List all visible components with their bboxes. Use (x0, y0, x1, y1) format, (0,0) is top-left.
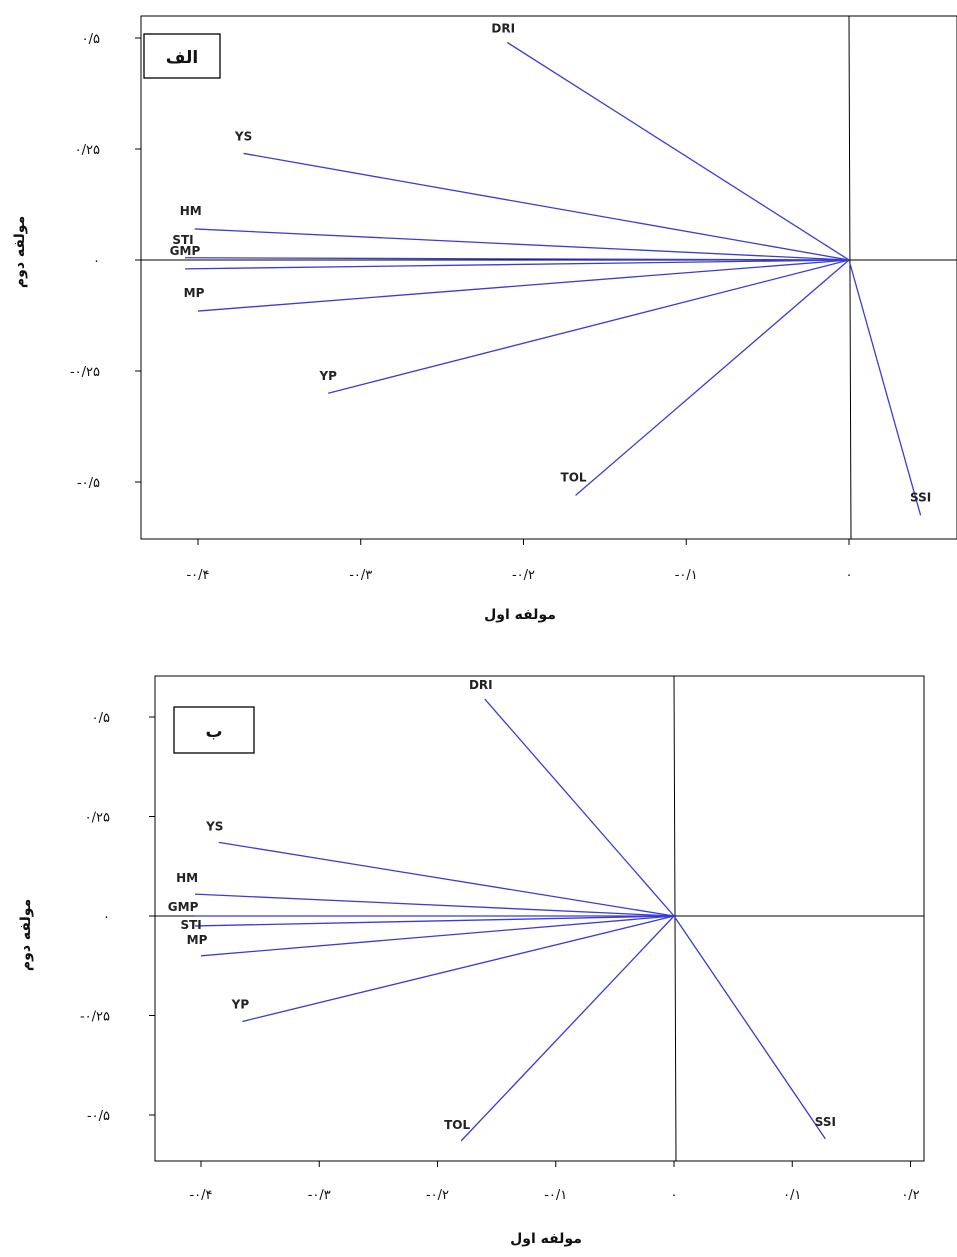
vector-line-ys (243, 152, 850, 261)
vector-line-dri (506, 41, 850, 261)
y-axis-title: مولفه دوم (18, 899, 34, 971)
panel-label-box: الف (143, 33, 221, 79)
x-tick-label: ۰/۲ (901, 1188, 919, 1203)
vector-line-hm (195, 893, 675, 917)
panel-label: ب (205, 722, 222, 742)
vector-line-sti (195, 915, 675, 927)
vector-line-ssi (848, 259, 922, 516)
x-axis-ticks: -۰/۴ -۰/۳ -۰/۲ -۰/۱ ۰ (186, 539, 852, 583)
y-tick-label: ۰/۵ (82, 32, 100, 47)
vector-label-gmp: GMP (168, 900, 199, 914)
plot-frame (154, 675, 925, 1162)
vector-line-mp (200, 915, 675, 957)
y-axis-ticks: ۰/۵ ۰/۲۵ ۰ -۰/۲۵ -۰/۵ (80, 711, 155, 1124)
y-axis-ticks: ۰/۵ ۰/۲۵ ۰ -۰/۲۵ -۰/۵ (70, 32, 141, 491)
vector-line-hm (194, 228, 850, 261)
x-tick-label: ۰/۱ (783, 1188, 801, 1203)
x-tick-label: ۰ (671, 1188, 678, 1203)
vector-label-yp: YP (231, 997, 250, 1011)
vector-line-gmp (184, 259, 850, 270)
vector-label-ssi: SSI (815, 1115, 836, 1129)
y-tick-label: -۰/۵ (87, 1109, 110, 1124)
y-tick-label: ۰/۲۵ (85, 811, 110, 826)
vector-label-ys: YS (234, 129, 252, 143)
vector-label-hm: HM (180, 204, 202, 218)
x-axis-title: مولفه اول (510, 1231, 582, 1247)
y-axis-title: مولفه دوم (12, 216, 28, 288)
x-tick-label: -۰/۱ (544, 1188, 567, 1203)
vector-label-dri: DRI (491, 21, 515, 35)
vector-line-tol (575, 259, 850, 496)
vector-label-mp: MP (184, 286, 205, 300)
vector-line-sti (184, 257, 850, 261)
vector-label-sti: STI (180, 918, 201, 932)
y-tick-label: -۰/۵ (77, 476, 100, 491)
vector-line-mp (197, 259, 850, 312)
x-tick-label: -۰/۳ (308, 1188, 331, 1203)
zero-lines (137, 15, 957, 540)
x-tick-label: -۰/۱ (675, 568, 698, 583)
vector-label-gmp: GMP (170, 244, 201, 258)
vertical-zero-line (848, 15, 852, 540)
vector-label-dri: DRI (469, 678, 493, 692)
vector-label-mp: MP (187, 933, 208, 947)
x-tick-label: -۰/۴ (186, 568, 209, 583)
y-tick-label: ۰/۲۵ (75, 143, 100, 158)
y-tick-label: ۰/۵ (92, 711, 110, 726)
vector-line-dri (484, 698, 675, 917)
vector-line-ssi (673, 915, 826, 1140)
y-tick-label: ۰ (103, 910, 110, 925)
x-tick-label: -۰/۲ (426, 1188, 449, 1203)
vector-label-tol: TOL (561, 470, 587, 484)
panel-label: الف (166, 48, 198, 68)
y-tick-label: ۰ (93, 254, 100, 269)
vector-label-tol: TOL (444, 1118, 470, 1132)
vector-line-tol (460, 915, 675, 1142)
y-tick-label: -۰/۲۵ (80, 1010, 110, 1025)
vector-line-ys (218, 841, 675, 917)
vector-line-yp (328, 259, 850, 394)
panel-label-box: ب (173, 706, 255, 754)
vector-label-yp: YP (318, 369, 337, 383)
vector-label-ssi: SSI (910, 490, 931, 504)
x-tick-label: -۰/۳ (349, 568, 372, 583)
vector-label-ys: YS (205, 819, 223, 833)
vector-line-yp (242, 915, 675, 1023)
x-tick-label: -۰/۲ (512, 568, 535, 583)
y-tick-label: -۰/۲۵ (70, 365, 100, 380)
vector-label-sti: STI (172, 233, 193, 247)
vector-label-hm: HM (176, 871, 198, 885)
plot-frame (140, 15, 957, 540)
x-tick-label: ۰ (846, 568, 853, 583)
x-axis-ticks: -۰/۴ -۰/۳ -۰/۲ -۰/۱ ۰ ۰/۱ ۰/۲ (189, 1161, 920, 1203)
x-tick-label: -۰/۴ (189, 1188, 212, 1203)
x-axis-title: مولفه اول (484, 607, 556, 623)
